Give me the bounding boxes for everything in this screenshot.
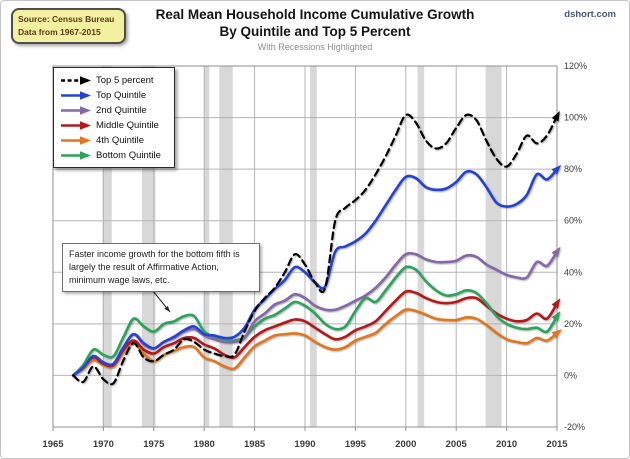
x-tick-label: 2015	[546, 439, 568, 450]
x-tick-label: 1975	[143, 439, 165, 450]
series-line-middle_quintile	[71, 289, 559, 377]
legend-label: 2nd Quintile	[96, 105, 147, 116]
line-end-arrow	[551, 164, 562, 175]
annotation-text: Faster income growth for the bottom fift…	[69, 249, 240, 285]
legend-arrow-icon	[61, 106, 91, 115]
legend-arrow-icon	[61, 121, 91, 130]
legend-label: 4th Quintile	[96, 135, 145, 146]
x-tick-label: 1990	[294, 439, 315, 450]
y-tick-label: 80%	[564, 164, 582, 174]
source-box: Source: Census Bureau Data from 1967-201…	[11, 8, 126, 44]
y-tick-label: 20%	[564, 319, 582, 329]
line-end-arrow	[551, 298, 561, 309]
recession-band	[310, 66, 317, 427]
legend-label: Middle Quintile	[96, 120, 159, 131]
y-tick-label: 60%	[564, 216, 582, 226]
y-tick-label: 0%	[564, 370, 577, 380]
legend-label: Top Quintile	[96, 90, 147, 101]
watermark-dshort: dshort.com	[564, 9, 616, 20]
x-tick-label: 2005	[446, 439, 468, 450]
legend-item-fourth_quintile: 4th Quintile	[60, 133, 168, 148]
annotation-arrow	[152, 290, 171, 313]
series-line-top5	[72, 113, 559, 386]
recession-band	[417, 66, 425, 427]
x-tick-label: 2000	[395, 439, 416, 450]
line-end-arrow	[551, 246, 561, 258]
y-tick-label: 100%	[564, 113, 587, 123]
line-end-arrow	[551, 110, 560, 122]
x-tick-label: 1980	[194, 439, 215, 450]
y-tick-label: -20%	[564, 422, 585, 432]
legend-item-bottom_quintile: Bottom Quintile	[60, 148, 168, 163]
source-line2: Data from 1967-2015	[18, 27, 101, 37]
legend-item-middle_quintile: Middle Quintile	[60, 118, 168, 133]
axis-labels: 1965 1970 1975 1980 1985 1990 1995 2000 2005 2010…	[42, 61, 587, 450]
legend-item-top_quintile: Top Quintile	[60, 88, 168, 103]
x-tick-label: 1970	[93, 439, 114, 450]
y-tick-label: 120%	[564, 61, 587, 71]
line-end-arrow	[551, 311, 561, 322]
line-end-arrow	[551, 329, 562, 339]
y-tick-label: 40%	[564, 267, 582, 277]
legend-arrow-icon	[61, 91, 91, 100]
x-tick-label: 1995	[345, 439, 367, 450]
legend-box: Top 5 percent Top Quintile 2nd Quintile …	[53, 67, 175, 168]
legend-item-second_quintile: 2nd Quintile	[60, 103, 168, 118]
series-lines	[71, 110, 562, 386]
x-tick-label: 2010	[496, 439, 517, 450]
series-line-bottom_quintile	[71, 265, 559, 377]
annotation-box: Faster income growth for the bottom fift…	[62, 243, 260, 292]
x-tick-label: 1965	[42, 439, 64, 450]
legend-arrow-icon	[61, 136, 91, 145]
legend-label: Bottom Quintile	[96, 150, 161, 161]
source-line1: Source: Census Bureau	[18, 14, 115, 24]
x-tick-label: 1985	[244, 439, 266, 450]
legend-label: Top 5 percent	[96, 75, 154, 86]
legend-arrow-icon	[61, 151, 91, 160]
legend-arrow-icon	[61, 76, 91, 85]
recession-band	[485, 66, 502, 427]
legend-item-top5: Top 5 percent	[60, 73, 168, 88]
